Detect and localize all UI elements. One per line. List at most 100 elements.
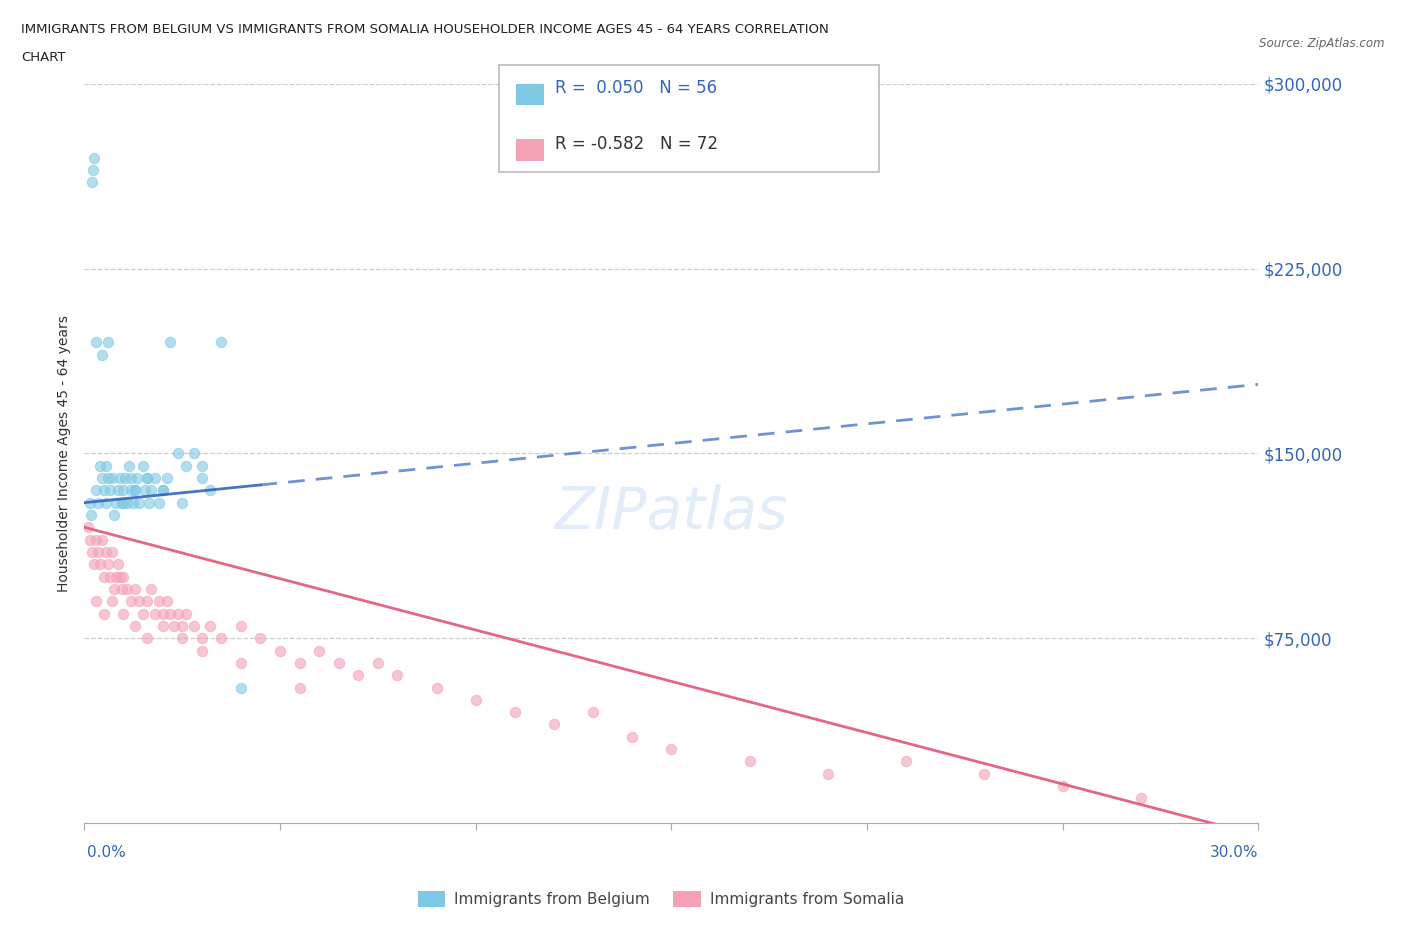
Point [118,458,141,473]
Point [172,618,194,633]
Point [136,471,159,485]
Text: CHART: CHART [21,51,66,64]
Point [120,471,142,485]
Point [288,680,311,695]
Point [103,581,125,596]
Point [120,594,142,609]
Point [82,163,104,178]
Point [110,495,132,510]
Point [84,483,107,498]
Point [249,631,271,645]
Text: 0.0%: 0.0% [87,845,127,860]
Point [93,483,115,498]
Point [464,692,486,708]
Text: R = -0.582   N = 72: R = -0.582 N = 72 [555,135,718,153]
Text: 30.0%: 30.0% [1211,845,1258,860]
Text: Source: ZipAtlas.com: Source: ZipAtlas.com [1260,37,1385,50]
Point [143,471,166,485]
Point [138,495,160,510]
Point [80,508,103,523]
Point [91,347,114,362]
Point [93,569,115,584]
Point [107,557,129,572]
Point [132,606,155,621]
Point [209,335,232,350]
Point [328,656,350,671]
Point [136,471,159,485]
Point [167,606,190,621]
Point [82,175,104,190]
Point [1052,778,1074,793]
Point [134,483,156,498]
Point [100,594,122,609]
Point [112,569,135,584]
Point [97,335,120,350]
Point [209,631,232,645]
Point [159,606,181,621]
Point [83,150,105,165]
Point [124,483,146,498]
Point [191,644,214,658]
Point [738,754,761,769]
Point [104,495,127,510]
Point [269,644,291,658]
Point [87,495,110,510]
Point [98,483,121,498]
Point [98,569,121,584]
Point [83,557,105,572]
Legend: Immigrants from Belgium, Immigrants from Somalia: Immigrants from Belgium, Immigrants from… [412,884,910,913]
Point [155,471,177,485]
Point [183,446,205,461]
Point [94,545,117,560]
Point [94,458,117,473]
Point [152,483,174,498]
Point [94,495,117,510]
Point [155,594,177,609]
Point [152,618,174,633]
Point [124,483,146,498]
Point [114,471,136,485]
Point [148,495,170,510]
Point [1130,790,1153,805]
Point [152,483,174,498]
Point [148,594,170,609]
Y-axis label: Householder Income Ages 45 - 64 years: Householder Income Ages 45 - 64 years [58,315,72,591]
Point [229,656,252,671]
Point [426,680,449,695]
Point [308,644,330,658]
Point [117,495,139,510]
Point [191,458,214,473]
Text: R =  0.050   N = 56: R = 0.050 N = 56 [555,79,717,97]
Point [347,668,370,683]
Point [104,569,127,584]
Point [229,618,252,633]
Point [136,594,159,609]
Point [97,471,120,485]
Text: IMMIGRANTS FROM BELGIUM VS IMMIGRANTS FROM SOMALIA HOUSEHOLDER INCOME AGES 45 - : IMMIGRANTS FROM BELGIUM VS IMMIGRANTS FR… [21,23,830,36]
Point [191,631,214,645]
Point [198,483,221,498]
Point [183,618,205,633]
Point [122,495,145,510]
Point [110,581,132,596]
Point [152,606,174,621]
Point [124,618,146,633]
Point [100,471,122,485]
Point [817,766,839,781]
Point [82,545,104,560]
Point [167,446,190,461]
Point [79,532,101,547]
Point [93,606,115,621]
Point [172,495,194,510]
Point [77,520,100,535]
Point [191,471,214,485]
Point [84,532,107,547]
Point [661,742,683,757]
Point [97,557,120,572]
Point [139,581,162,596]
Point [103,508,125,523]
Point [127,471,149,485]
Point [79,495,101,510]
Point [163,618,186,633]
Point [159,335,181,350]
